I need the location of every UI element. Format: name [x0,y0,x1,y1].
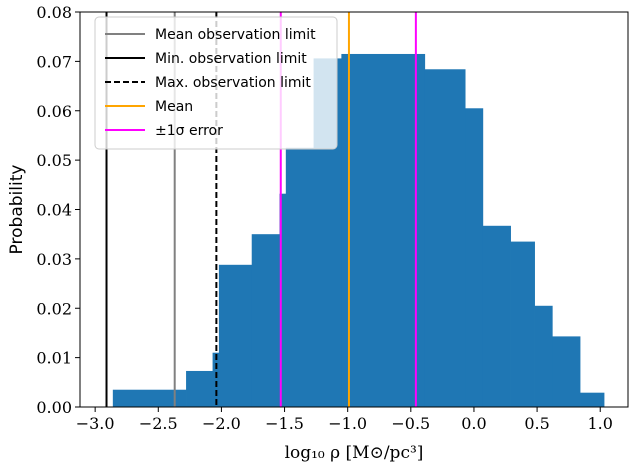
histogram-bar-0 [112,389,187,407]
histogram-bar-4 [251,234,280,407]
histogram-bar-15 [580,392,605,407]
y-tick-label: 0.06 [36,102,72,121]
histogram-bar-3 [218,264,253,407]
x-tick-label: 1.0 [587,414,612,433]
x-tick-label: 0.0 [461,414,486,433]
y-tick-label: 0.03 [36,250,72,269]
y-axis-ticks: 0.00 0.01 0.02 0.03 0.04 0.05 0.06 0.07 0.08 [36,3,80,417]
y-tick-label: 0.05 [36,151,72,170]
x-axis-label: log₁₀ ρ [M⊙/pc³] [285,443,424,463]
x-tick-label: −0.5 [391,414,430,433]
y-axis-label: Probability [7,165,27,255]
x-tick-label: −3.0 [76,414,115,433]
y-tick-label: 0.08 [36,3,72,22]
legend-label-3: Mean [155,99,193,115]
histogram-bars [112,53,605,408]
histogram-bar-8 [341,53,426,407]
histogram-bar-1 [186,370,213,407]
y-tick-label: 0.01 [36,349,72,368]
histogram-bar-11 [482,225,511,407]
x-axis-ticks: −3.0 −2.5 −2.0 −1.5 −1.0 −0.5 0.0 0.5 1.0 [76,407,613,433]
y-tick-label: 0.07 [36,52,72,71]
histogram-bar-9 [424,69,466,408]
y-tick-label: 0.02 [36,299,72,318]
x-tick-label: −1.0 [328,414,367,433]
x-tick-label: −2.0 [202,414,241,433]
x-tick-label: −1.5 [265,414,304,433]
legend-box [94,16,338,150]
histogram-bar-13 [534,305,553,407]
histogram-bar-6 [285,147,314,407]
histogram-bar-5 [279,193,287,407]
y-tick-label: 0.04 [36,201,72,220]
x-tick-label: 0.5 [524,414,549,433]
histogram-bar-14 [552,336,581,407]
histogram-bar-10 [465,108,484,407]
legend-label-0: Mean observation limit [155,27,316,43]
legend-label-1: Min. observation limit [155,51,307,67]
x-tick-label: −2.5 [139,414,178,433]
histogram-bar-12 [510,241,535,407]
histogram-bar-2 [212,352,220,407]
legend-label-4: ±1σ error [155,123,223,139]
legend-label-2: Max. observation limit [155,75,311,91]
legend: Mean observation limit Min. observation l… [94,16,338,150]
y-tick-label: 0.00 [36,398,72,417]
